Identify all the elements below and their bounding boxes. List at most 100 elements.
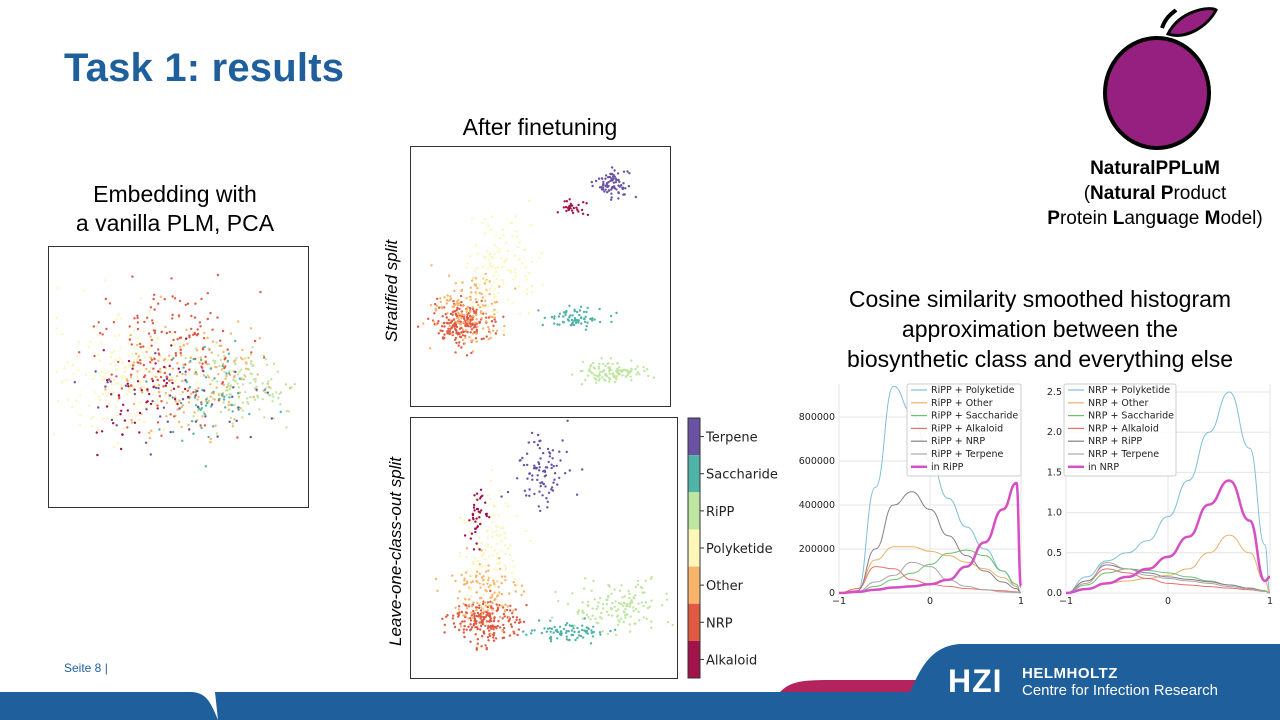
scatter-point — [452, 300, 455, 303]
scatter-point — [194, 302, 197, 305]
scatter-point — [469, 521, 472, 524]
loco-scatter-panel — [410, 417, 678, 679]
scatter-point — [196, 405, 200, 409]
scatter-point — [575, 310, 579, 314]
scatter-point — [149, 306, 153, 309]
scatter-point — [628, 596, 631, 600]
scatter-point — [171, 313, 174, 317]
scatter-point — [154, 341, 157, 344]
scatter-point — [182, 363, 185, 366]
scatter-point — [164, 391, 167, 395]
scatter-point — [474, 337, 478, 340]
scatter-point — [169, 430, 172, 434]
scatter-point — [530, 224, 533, 227]
scatter-point — [247, 368, 251, 371]
scatter-point — [115, 405, 118, 409]
scatter-point — [609, 357, 612, 360]
scatter-point — [626, 369, 629, 372]
scatter-point — [509, 544, 512, 547]
scatter-point — [135, 357, 139, 360]
scatter-point — [624, 613, 627, 617]
scatter-point — [216, 316, 219, 319]
scatter-point — [473, 494, 476, 497]
series-line — [1065, 479, 1271, 595]
scatter-point — [464, 571, 468, 574]
scatter-point — [624, 187, 627, 190]
scatter-point — [609, 172, 612, 176]
scatter-point — [638, 619, 641, 622]
scatter-point — [178, 399, 181, 402]
scatter-point — [491, 535, 494, 538]
scatter-point — [486, 627, 490, 630]
scatter-point — [101, 392, 105, 395]
scatter-point — [91, 424, 94, 428]
scatter-point — [465, 607, 469, 610]
scatter-point — [428, 347, 432, 350]
scatter-point — [116, 382, 120, 385]
scatter-point — [233, 362, 236, 365]
scatter-point — [475, 328, 479, 331]
scatter-point — [100, 370, 104, 374]
scatter-point — [498, 615, 502, 619]
scatter-point — [447, 274, 451, 277]
scatter-point — [593, 374, 596, 377]
scatter-point — [481, 602, 485, 606]
scatter-point — [183, 339, 186, 342]
scatter-point — [117, 314, 121, 317]
scatter-point — [55, 316, 58, 320]
scatter-point — [546, 627, 550, 630]
scatter-point — [634, 594, 637, 597]
scatter-point — [604, 188, 607, 191]
scatter-point — [477, 510, 480, 513]
scatter-point — [476, 611, 480, 615]
scatter-point — [106, 381, 109, 384]
scatter-point — [568, 198, 571, 201]
scatter-point — [620, 603, 623, 606]
scatter-point — [210, 351, 213, 354]
scatter-point — [584, 315, 587, 318]
scatter-point — [82, 289, 85, 292]
scatter-point — [104, 388, 107, 391]
scatter-point — [201, 415, 204, 418]
scatter-point — [241, 401, 245, 404]
scatter-point — [120, 374, 123, 377]
scatter-point — [249, 435, 252, 439]
scatter-point — [234, 370, 237, 374]
scatter-point — [279, 391, 283, 394]
scatter-point — [165, 401, 169, 404]
scatter-point — [469, 623, 472, 626]
scatter-point — [168, 379, 171, 382]
scatter-point — [650, 599, 653, 602]
scatter-point — [435, 304, 439, 307]
scatter-point — [640, 601, 643, 604]
scatter-point — [460, 346, 463, 349]
scatter-point — [482, 337, 485, 340]
scatter-point — [479, 597, 482, 600]
scatter-point — [477, 645, 480, 648]
scatter-point — [170, 277, 173, 280]
scatter-point — [487, 258, 490, 261]
scatter-point — [493, 549, 496, 552]
scatter-point — [572, 206, 575, 210]
scatter-point — [146, 316, 149, 319]
scatter-point — [511, 612, 514, 615]
scatter-point — [156, 407, 159, 410]
series-line — [1065, 568, 1271, 594]
scatter-point — [458, 551, 461, 555]
scatter-point — [192, 333, 195, 336]
scatter-point — [110, 383, 113, 386]
scatter-point — [511, 302, 514, 305]
scatter-point — [620, 184, 623, 187]
scatter-point — [497, 291, 500, 294]
scatter-point — [525, 452, 529, 455]
scatter-point — [219, 339, 222, 342]
scatter-point — [498, 557, 501, 560]
scatter-point — [610, 320, 613, 324]
scatter-point — [220, 344, 223, 347]
scatter-point — [461, 620, 464, 623]
scatter-point — [556, 483, 559, 486]
scatter-point — [557, 599, 560, 603]
scatter-point — [581, 360, 585, 364]
scatter-point — [517, 285, 520, 288]
scatter-point — [61, 380, 64, 384]
